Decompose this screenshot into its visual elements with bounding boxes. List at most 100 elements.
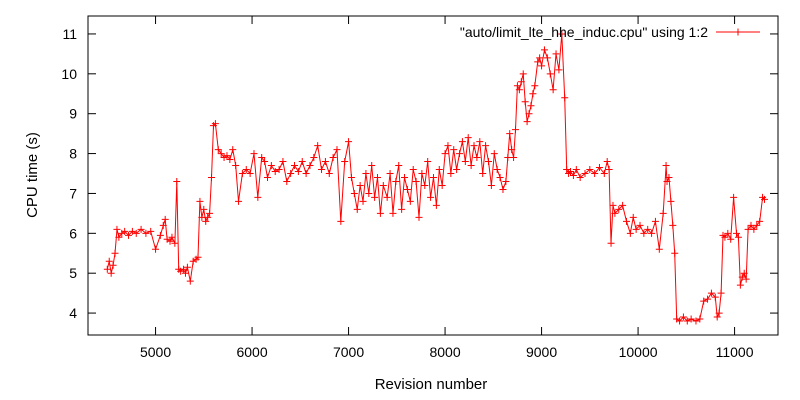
x-tick-label: 11000	[716, 344, 754, 360]
y-tick-label: 5	[69, 265, 77, 281]
data-point-marker	[208, 173, 216, 181]
data-point-marker	[567, 168, 575, 176]
y-tick-label: 8	[69, 146, 77, 162]
data-point-marker	[450, 146, 458, 154]
data-point-marker	[696, 315, 704, 323]
data-point-marker	[644, 225, 652, 233]
data-point-marker	[724, 229, 732, 237]
data-point-marker	[403, 185, 411, 193]
data-point-marker	[371, 193, 379, 201]
data-point-marker	[389, 209, 397, 217]
x-tick-label: 10000	[619, 344, 658, 360]
legend-label: "auto/limit_lte_hhe_induc.cpu" using 1:2	[460, 24, 708, 40]
data-point-marker	[424, 158, 432, 166]
data-point-marker	[711, 293, 719, 301]
x-tick-label: 8000	[429, 344, 460, 360]
legend-marker-sample	[734, 28, 742, 36]
x-tick-label: 5000	[140, 344, 171, 360]
data-point-marker	[279, 158, 287, 166]
y-tick-label: 4	[69, 305, 77, 321]
data-point-marker	[125, 231, 133, 239]
data-point-marker	[538, 62, 546, 70]
data-point-marker	[412, 177, 420, 185]
data-point-marker	[700, 297, 708, 305]
data-point-marker	[632, 225, 640, 233]
data-point-marker	[629, 213, 637, 221]
data-point-marker	[365, 189, 373, 197]
data-point-marker	[461, 158, 469, 166]
data-point-marker	[194, 253, 202, 261]
data-point-marker	[636, 221, 644, 229]
data-point-marker	[250, 150, 258, 158]
data-point-marker	[529, 90, 537, 98]
data-point-marker	[211, 120, 219, 128]
data-point-marker	[607, 239, 615, 247]
data-point-marker	[374, 173, 382, 181]
y-tick-label: 6	[69, 225, 77, 241]
data-point-marker	[707, 289, 715, 297]
legend: "auto/limit_lte_hhe_induc.cpu" using 1:2	[460, 24, 760, 40]
data-point-marker	[715, 309, 723, 317]
data-point-marker	[576, 173, 584, 181]
data-point-marker	[663, 177, 671, 185]
data-point-marker	[261, 158, 269, 166]
data-point-marker	[171, 239, 179, 247]
data-point-marker	[379, 181, 387, 189]
data-point-marker	[204, 213, 212, 221]
data-point-marker	[527, 102, 535, 110]
data-point-marker	[595, 164, 603, 172]
data-point-marker	[109, 261, 117, 269]
data-point-marker	[275, 166, 283, 174]
data-point-marker	[519, 70, 527, 78]
data-point-marker	[447, 170, 455, 178]
data-point-marker	[398, 205, 406, 213]
data-point-marker	[181, 269, 189, 277]
data-point-marker	[738, 273, 746, 281]
data-point-marker	[347, 173, 355, 181]
data-point-marker	[611, 209, 619, 217]
data-point-marker	[298, 158, 306, 166]
data-point-marker	[490, 150, 498, 158]
data-point-marker	[105, 257, 113, 265]
data-point-marker	[318, 166, 326, 174]
data-point-marker	[283, 177, 291, 185]
data-point-marker	[453, 166, 461, 174]
data-point-marker	[543, 54, 551, 62]
data-point-marker	[246, 170, 254, 178]
data-point-marker	[421, 181, 429, 189]
data-point-marker	[341, 158, 349, 166]
data-point-marker	[521, 98, 529, 106]
x-tick-label: 7000	[333, 344, 364, 360]
data-point-marker	[229, 146, 237, 154]
data-point-marker	[605, 166, 613, 174]
data-point-marker	[555, 66, 563, 74]
data-point-marker	[337, 217, 345, 225]
data-point-marker	[368, 162, 376, 170]
data-point-marker	[362, 170, 370, 178]
data-point-marker	[161, 215, 169, 223]
data-point-marker	[254, 193, 262, 201]
data-point-marker	[736, 281, 744, 289]
data-point-marker	[586, 166, 594, 174]
data-point-marker	[742, 275, 750, 283]
data-point-marker	[609, 201, 617, 209]
data-point-marker	[476, 138, 484, 146]
data-point-marker	[733, 229, 741, 237]
data-point-marker	[493, 166, 501, 174]
data-point-marker	[619, 201, 627, 209]
data-point-marker	[669, 221, 677, 229]
data-point-marker	[473, 154, 481, 162]
data-point-marker	[756, 217, 764, 225]
data-point-marker	[345, 138, 353, 146]
data-point-marker	[263, 173, 271, 181]
data-point-marker	[223, 152, 231, 160]
data-point-marker	[569, 172, 577, 179]
data-point-marker	[496, 173, 504, 181]
data-point-marker	[750, 225, 758, 233]
data-point-marker	[418, 170, 426, 178]
data-point-marker	[615, 205, 623, 213]
data-point-marker	[753, 221, 761, 229]
data-point-marker	[137, 225, 145, 233]
